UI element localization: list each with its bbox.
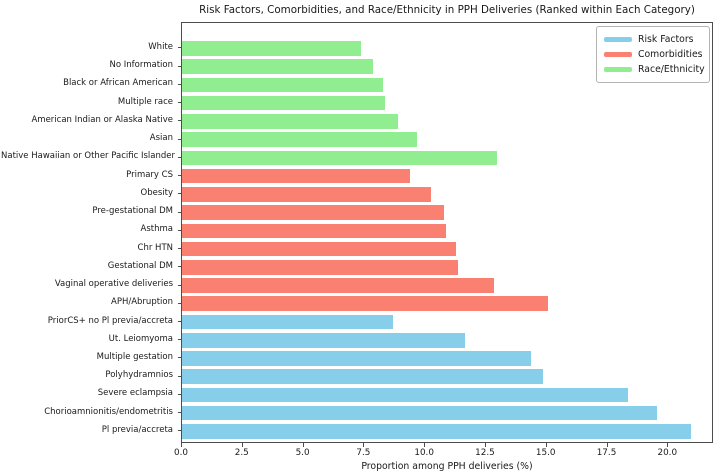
y-tick-mark [177,412,181,414]
y-tick-label: Obesity [140,187,173,198]
y-tick-mark [177,302,181,304]
bar [182,41,362,56]
x-axis-label: Proportion among PPH deliveries (%) [361,461,533,472]
y-tick-label: Primary CS [126,169,173,180]
y-tick-mark [177,393,181,395]
x-tick-mark [241,443,243,447]
legend-label-comorbidities: Comorbidities [638,49,703,60]
x-tick-label: 17.5 [596,448,617,458]
y-tick-label: White [148,41,173,52]
x-tick-mark [363,443,365,447]
y-tick-label: No Information [109,60,173,71]
bar [182,150,497,166]
y-tick-mark [177,321,181,322]
y-tick-mark [177,65,181,67]
y-tick-label: Polyhydramnios [105,370,173,381]
y-tick-label: Gestational DM [107,260,173,271]
comorbidities-swatch-icon [604,52,632,57]
y-tick-label: Asian [149,133,173,144]
x-tick-mark [181,443,182,447]
y-tick-mark [177,138,181,140]
legend-label-race-ethnicity: Race/Ethnicity [638,64,705,75]
x-tick-mark [606,443,608,447]
y-tick-mark [177,193,181,195]
y-tick-mark [177,175,181,177]
y-tick-label: Black or African American [63,78,173,89]
bar [182,424,691,439]
y-tick-label: Chorioamnionitis/endometritis [44,406,173,417]
legend-row-race-ethnicity: Race/Ethnicity [604,62,705,77]
y-tick-mark [177,266,181,268]
race-ethnicity-swatch-icon [604,67,632,72]
risk-factors-swatch-icon [604,37,632,42]
bar [182,95,386,111]
y-tick-label: Ut. Leiomyoma [108,333,173,344]
x-tick-mark [667,443,669,447]
bar [182,405,657,421]
y-tick-mark [177,375,181,377]
y-tick-mark [177,83,181,85]
y-tick-label: Multiple gestation [96,351,173,362]
bar [182,168,410,184]
y-tick-label: American Indian or Alaska Native [31,114,173,125]
bar [182,205,444,220]
bar [182,187,432,202]
y-tick-mark [177,248,181,250]
y-tick-label: Chr HTN [137,242,173,253]
x-tick-label: 2.5 [234,448,249,458]
x-tick-mark [484,443,486,447]
bar [182,241,456,257]
legend-row-risk-factors: Risk Factors [604,32,702,47]
y-tick-label: Asthma [140,224,173,235]
y-tick-mark [177,211,181,213]
bar [182,77,384,93]
bar [182,332,466,348]
bar [182,314,393,330]
x-tick-label: 7.5 [356,448,371,458]
bar [182,259,459,275]
y-tick-label: Native Hawaiian or Other Pacific Islande… [1,151,175,162]
y-tick-label: Pl previa/accreta [101,424,173,435]
y-tick-label: Multiple race [117,96,173,107]
x-tick-label: 5.0 [295,448,310,458]
y-tick-mark [177,339,181,341]
x-tick-label: 20.0 [657,448,678,458]
y-tick-mark [177,284,181,286]
x-tick-label: 15.0 [535,448,556,458]
y-tick-mark [177,357,181,359]
y-tick-label: Pre-gestational DM [92,206,173,217]
y-tick-mark [177,120,181,122]
bar [182,296,548,312]
x-tick-mark [302,443,304,447]
y-tick-mark [177,430,181,432]
y-tick-label: APH/Abruption [111,297,173,308]
y-tick-mark [177,229,181,231]
chart-title: Risk Factors, Comorbidities, and Race/Et… [199,4,695,16]
plot-area [181,22,713,443]
x-tick-label: 0.0 [174,448,188,458]
x-tick-mark [424,443,426,447]
bar [182,369,543,384]
y-tick-mark [177,156,181,158]
y-tick-mark [177,47,181,49]
x-tick-label: 10.0 [414,448,434,458]
x-tick-mark [545,443,547,447]
bar [182,132,417,147]
y-tick-label: Severe eclampsia [97,388,173,399]
bar [182,387,628,403]
legend-row-comorbidities: Comorbidities [604,47,703,62]
bar [182,278,495,293]
y-tick-label: Vaginal operative deliveries [54,279,173,290]
bar [182,223,447,239]
bar [182,114,398,129]
y-tick-label: PriorCS+ no Pl previa/accreta [47,315,173,326]
y-tick-mark [177,102,181,104]
bar [182,59,374,74]
legend: Risk Factors Comorbidities Race/Ethnicit… [596,26,710,83]
x-tick-label: 12.5 [475,448,495,458]
legend-label-risk-factors: Risk Factors [638,34,694,45]
bar [182,351,531,366]
